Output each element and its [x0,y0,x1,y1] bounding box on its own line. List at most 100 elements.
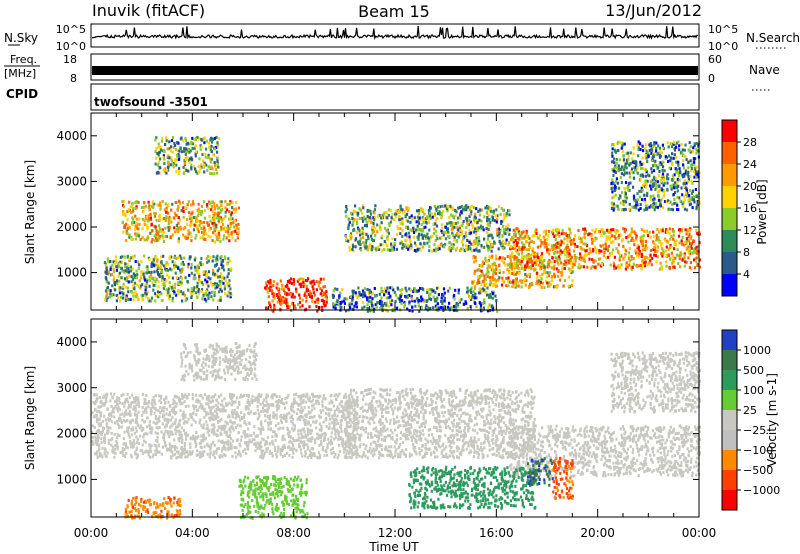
echo-cell [645,204,648,208]
echo-cell [191,200,194,203]
echo-cell [474,216,478,220]
echo-cell [605,235,608,239]
echo-cell [314,441,317,445]
echo-cell [490,234,493,238]
echo-cell [160,255,163,259]
echo-cell [133,276,136,280]
echo-cell [434,212,437,216]
echo-cell [159,291,162,295]
echo-cell [295,412,299,416]
echo-cell [473,260,476,264]
echo-cell [128,233,131,237]
echo-cell [353,210,357,214]
echo-cell [143,275,146,279]
echo-cell [664,254,667,258]
echo-cell [201,153,204,157]
echo-cell [456,227,459,231]
echo-cell [524,264,527,268]
echo-cell [367,219,371,223]
echo-cell [647,173,650,177]
echo-cell [447,289,450,293]
echo-cell [173,401,176,404]
echo-cell [199,261,202,265]
echo-cell [503,257,506,261]
echo-cell [226,208,229,212]
echo-cell [551,232,555,236]
echo-cell [220,255,223,258]
echo-cell [183,162,187,166]
echo-cell [192,216,195,219]
echo-cell [127,274,130,278]
echo-cell [403,305,406,309]
echo-cell [161,230,164,234]
echo-cell [118,271,121,275]
echo-cell [231,236,234,240]
echo-cell [654,159,657,163]
echo-cell [167,400,170,404]
echo-cell [342,299,345,303]
echo-cell [91,436,94,440]
echo-cell [661,227,665,231]
echo-cell [104,270,107,274]
echo-cell [378,224,381,228]
echo-cell [197,230,200,234]
echo-cell [268,281,271,285]
echo-cell [481,260,484,264]
echo-cell [662,195,665,198]
echo-cell [286,445,290,449]
echo-cell [619,254,622,257]
echo-cell [217,214,220,218]
echo-cell [667,145,670,149]
echo-cell [557,270,560,273]
echo-cell [374,233,377,237]
echo-cell [221,275,224,279]
echo-cell [480,226,483,230]
echo-cell [456,221,460,225]
echo-cell [558,245,561,249]
echo-cell [483,237,486,241]
echo-cell [509,264,512,268]
echo-cell [179,409,182,413]
freq-tick-bottom: 8 [70,72,77,85]
echo-cell [366,210,369,214]
echo-cell [651,205,654,209]
echo-cell [216,269,219,273]
echo-cell [380,216,383,220]
echo-cell [537,263,540,267]
echo-cell [216,204,219,207]
echo-cell [306,427,309,431]
echo-cell [385,301,388,305]
echo-cell [105,269,108,272]
echo-cell [182,165,185,169]
echo-cell [607,235,610,239]
echo-cell [124,296,127,300]
echo-cell [548,248,552,252]
echo-cell [405,225,408,229]
echo-cell [612,143,616,147]
echo-cell [487,228,490,231]
echo-cell [527,266,530,270]
echo-cell [452,233,455,237]
echo-cell [129,413,132,417]
echo-cell [376,248,379,252]
echo-cell [633,243,636,247]
echo-cell [644,260,647,264]
echo-cell [421,210,424,213]
echo-cell [408,237,412,241]
echo-cell [210,281,213,285]
echo-cell [651,145,655,149]
echo-cell [316,309,319,313]
echo-cell [371,297,374,301]
echo-cell [145,410,148,414]
echo-cell [146,265,149,269]
echo-cell [262,398,265,402]
echo-cell [566,252,569,256]
echo-cell [509,258,512,262]
echo-cell [155,136,158,140]
echo-cell [338,294,341,298]
echo-cell [672,237,675,241]
echo-cell [498,271,501,274]
echo-cell [150,299,153,303]
echo-cell [175,456,178,460]
echo-cell [454,222,458,225]
